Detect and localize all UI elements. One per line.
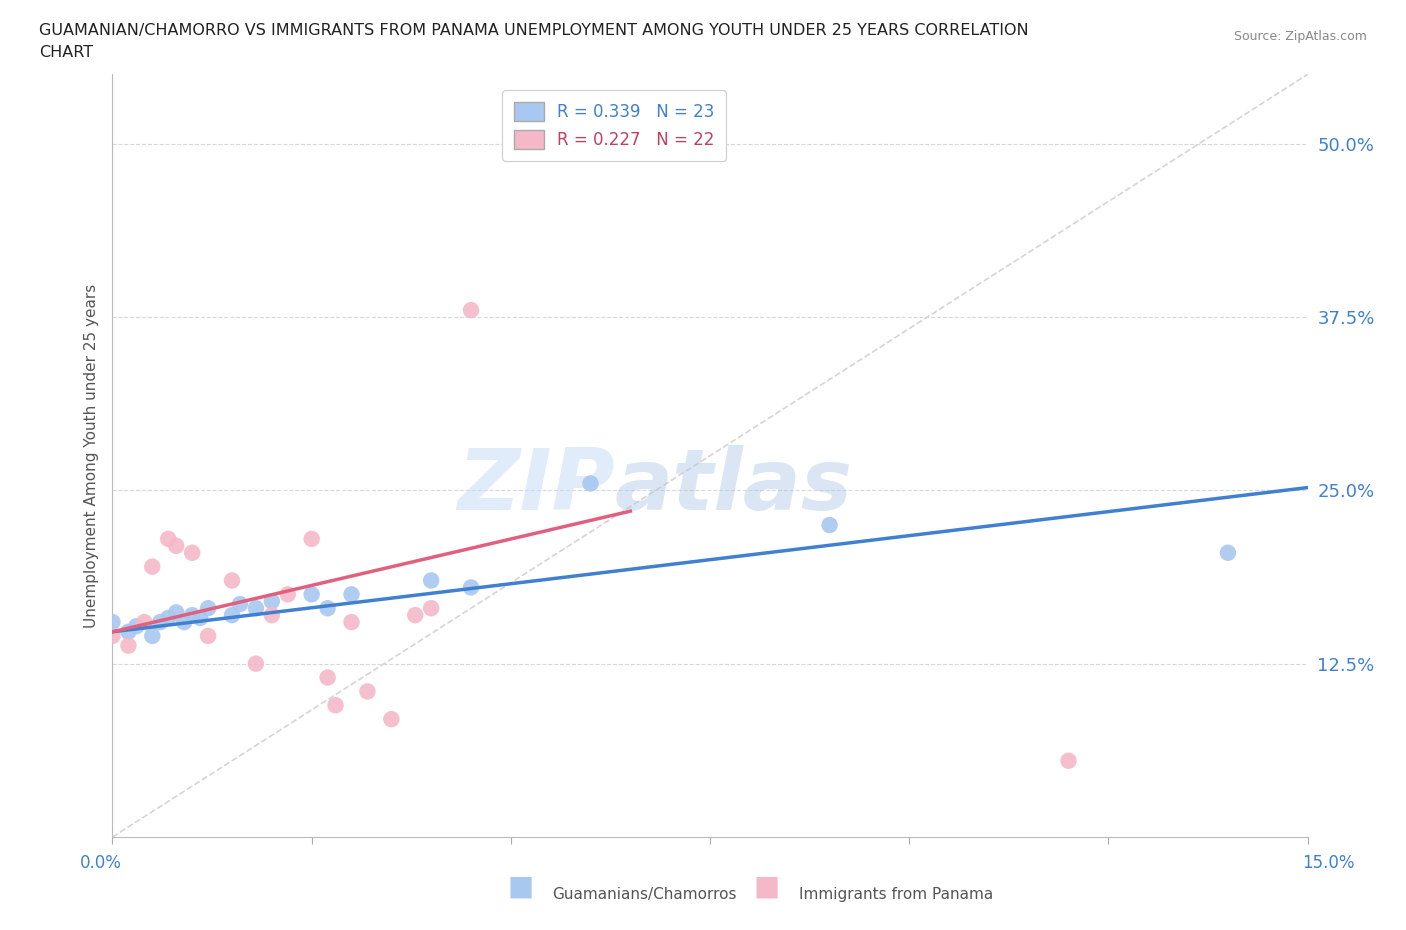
Text: Immigrants from Panama: Immigrants from Panama <box>799 887 993 902</box>
Point <box>125 618 148 633</box>
Point <box>117 624 139 639</box>
Text: ■: ■ <box>508 872 533 900</box>
Point <box>245 657 267 671</box>
Point <box>1057 753 1080 768</box>
Point <box>460 580 482 595</box>
Point <box>157 610 180 625</box>
Point <box>460 302 482 317</box>
Point <box>181 607 204 622</box>
Point <box>301 587 323 602</box>
Point <box>165 538 187 553</box>
Text: Source: ZipAtlas.com: Source: ZipAtlas.com <box>1233 30 1367 43</box>
Point <box>173 615 195 630</box>
Y-axis label: Unemployment Among Youth under 25 years: Unemployment Among Youth under 25 years <box>83 284 98 628</box>
Point <box>420 601 443 616</box>
Point <box>356 684 378 698</box>
Point <box>1216 545 1239 560</box>
Point <box>149 615 172 630</box>
Point <box>117 638 139 653</box>
Point <box>316 671 339 685</box>
Point <box>301 531 323 546</box>
Point <box>165 604 187 619</box>
Point <box>260 607 283 622</box>
Point <box>325 698 347 712</box>
Text: 0.0%: 0.0% <box>80 854 122 871</box>
Point <box>181 545 204 560</box>
Point <box>340 587 363 602</box>
Legend: R = 0.339   N = 23, R = 0.227   N = 22: R = 0.339 N = 23, R = 0.227 N = 22 <box>502 90 727 161</box>
Point <box>157 531 180 546</box>
Point <box>404 607 426 622</box>
Point <box>141 559 163 574</box>
Point <box>579 476 602 491</box>
Point <box>141 629 163 644</box>
Point <box>134 615 156 630</box>
Point <box>197 629 219 644</box>
Point <box>277 587 299 602</box>
Text: CHART: CHART <box>39 45 93 60</box>
Text: GUAMANIAN/CHAMORRO VS IMMIGRANTS FROM PANAMA UNEMPLOYMENT AMONG YOUTH UNDER 25 Y: GUAMANIAN/CHAMORRO VS IMMIGRANTS FROM PA… <box>39 23 1029 38</box>
Point <box>260 594 283 609</box>
Point <box>188 610 211 625</box>
Point <box>420 573 443 588</box>
Point <box>101 615 124 630</box>
Point <box>101 629 124 644</box>
Text: 15.0%: 15.0% <box>1302 854 1355 871</box>
Point <box>245 601 267 616</box>
Point <box>221 607 243 622</box>
Point <box>229 597 252 612</box>
Point <box>316 601 339 616</box>
Point <box>818 518 841 533</box>
Text: ZIP: ZIP <box>457 445 614 527</box>
Point <box>340 615 363 630</box>
Text: Guamanians/Chamorros: Guamanians/Chamorros <box>553 887 737 902</box>
Point <box>380 711 402 726</box>
Text: ■: ■ <box>754 872 779 900</box>
Text: atlas: atlas <box>614 445 852 527</box>
Point <box>221 573 243 588</box>
Point <box>197 601 219 616</box>
